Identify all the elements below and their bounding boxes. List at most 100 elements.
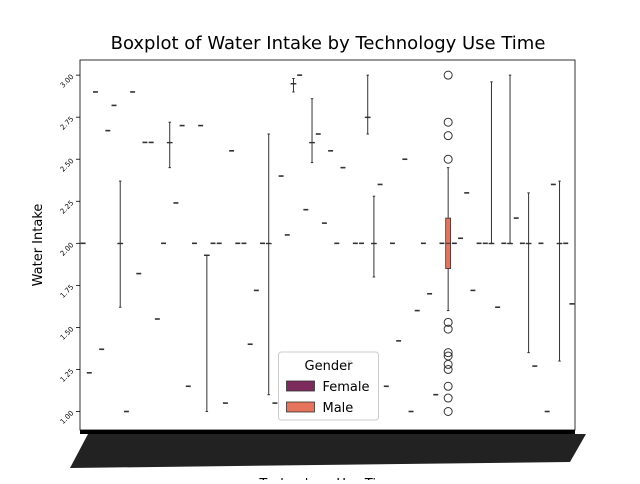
y-tick-label: 2.50 bbox=[59, 157, 76, 174]
point-box bbox=[235, 242, 241, 245]
plot-frame bbox=[79, 59, 576, 431]
point-box bbox=[210, 242, 216, 245]
point-box bbox=[229, 150, 235, 152]
point-box bbox=[470, 289, 476, 292]
flier bbox=[443, 70, 453, 80]
flier bbox=[443, 407, 453, 416]
point-box bbox=[383, 385, 389, 388]
point-box bbox=[315, 133, 321, 135]
y-tick-label: 1.00 bbox=[59, 409, 76, 426]
point-box bbox=[569, 303, 575, 305]
point-box bbox=[396, 340, 402, 342]
point-box bbox=[86, 372, 92, 374]
point-box bbox=[563, 242, 569, 245]
point-box bbox=[352, 242, 358, 245]
point-box bbox=[161, 242, 167, 245]
point-box bbox=[544, 410, 550, 413]
flier bbox=[443, 348, 453, 358]
point-box bbox=[148, 141, 154, 144]
point-box bbox=[451, 242, 457, 245]
flier bbox=[443, 154, 453, 164]
point-box bbox=[173, 202, 179, 204]
point-box bbox=[377, 183, 383, 186]
point-box bbox=[414, 309, 420, 312]
point-box bbox=[532, 365, 538, 367]
point-box bbox=[92, 91, 98, 93]
y-tick-label: 1.25 bbox=[59, 367, 76, 384]
point-box bbox=[334, 242, 340, 245]
point-box bbox=[519, 242, 525, 245]
point-box bbox=[389, 242, 395, 245]
point-box bbox=[359, 242, 365, 245]
point-box bbox=[464, 192, 470, 194]
flier bbox=[443, 381, 453, 391]
point-box bbox=[191, 242, 197, 245]
legend-label: Female bbox=[323, 380, 370, 395]
point-box bbox=[476, 242, 482, 245]
point-box bbox=[340, 166, 346, 169]
point-box bbox=[513, 217, 519, 219]
point-box bbox=[105, 129, 111, 132]
flier bbox=[443, 364, 453, 374]
point-box bbox=[111, 104, 117, 107]
point-box bbox=[458, 237, 464, 240]
y-tick-label: 2.75 bbox=[59, 115, 76, 132]
point-box bbox=[123, 410, 129, 413]
point-box bbox=[501, 242, 507, 245]
x-tick-labels-obscured bbox=[70, 430, 586, 468]
point-box bbox=[198, 124, 204, 127]
y-tick-label: 1.50 bbox=[59, 325, 76, 342]
point-box bbox=[185, 385, 191, 388]
point-box bbox=[130, 91, 136, 93]
flier bbox=[443, 317, 453, 327]
y-tick-label: 2.00 bbox=[59, 241, 76, 258]
point-box bbox=[408, 410, 414, 413]
point-box bbox=[538, 242, 544, 245]
point-box bbox=[136, 272, 142, 275]
point-box bbox=[247, 343, 253, 346]
point-box bbox=[253, 289, 259, 292]
point-box bbox=[427, 292, 433, 295]
point-box bbox=[495, 306, 501, 309]
point-box bbox=[284, 234, 290, 236]
x-tick-label-smear bbox=[70, 434, 586, 468]
point-box bbox=[482, 242, 488, 245]
point-box bbox=[222, 402, 228, 404]
legend-title: Gender bbox=[305, 359, 354, 374]
point-box bbox=[179, 124, 185, 127]
point-box bbox=[241, 242, 247, 245]
point-box bbox=[328, 150, 334, 152]
point-box bbox=[216, 242, 222, 245]
y-tick-label: 3.00 bbox=[59, 73, 76, 90]
x-tick-band bbox=[80, 430, 575, 434]
flier bbox=[443, 393, 453, 403]
point-box bbox=[260, 242, 266, 245]
y-axis-label: Water Intake bbox=[31, 204, 46, 287]
chart-title: Boxplot of Water Intake by Technology Us… bbox=[111, 33, 546, 54]
legend-label: Male bbox=[323, 401, 354, 416]
point-box bbox=[297, 74, 303, 76]
point-box bbox=[303, 208, 309, 211]
y-tick-label: 2.25 bbox=[59, 199, 76, 216]
flier bbox=[443, 359, 453, 369]
point-box bbox=[154, 318, 160, 320]
y-tick-label: 1.75 bbox=[59, 283, 76, 300]
flier bbox=[443, 131, 453, 141]
flier bbox=[443, 117, 453, 127]
point-box bbox=[402, 158, 408, 161]
point-box bbox=[433, 393, 439, 396]
point-box bbox=[80, 242, 86, 245]
point-box bbox=[321, 222, 327, 224]
point-box bbox=[99, 348, 105, 351]
point-box bbox=[278, 175, 284, 177]
legend-swatch bbox=[286, 401, 315, 413]
point-box bbox=[439, 242, 445, 245]
flier bbox=[443, 324, 453, 334]
point-box bbox=[420, 242, 426, 245]
legend-swatch bbox=[286, 380, 315, 392]
point-box bbox=[142, 141, 148, 144]
point-box bbox=[272, 402, 278, 404]
point-box bbox=[550, 183, 556, 186]
